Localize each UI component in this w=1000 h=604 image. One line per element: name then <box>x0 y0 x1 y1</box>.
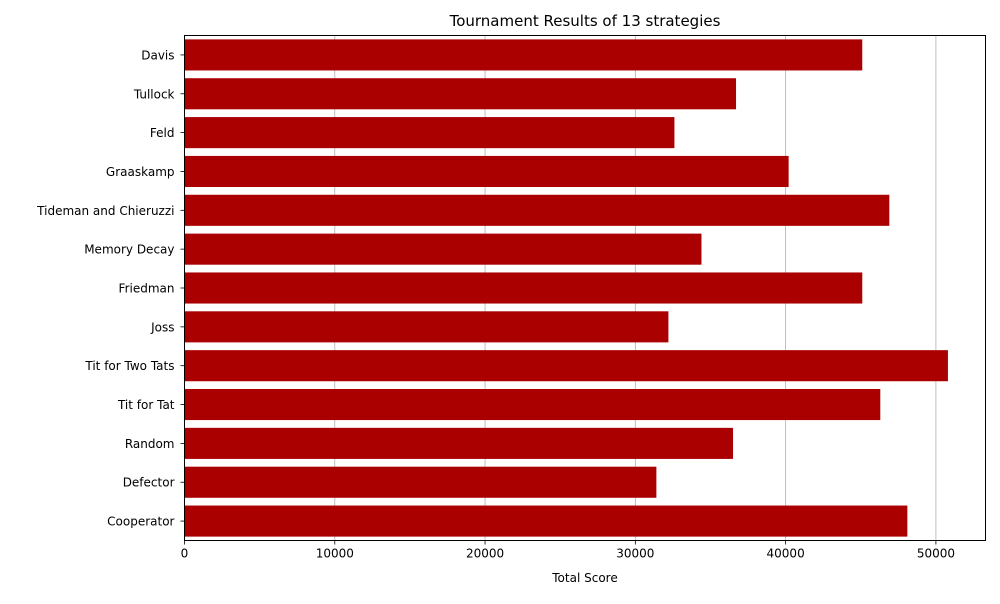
y-axis-ticks: Davis Tullock Feld Graaskamp Tideman and Chi… <box>36 48 185 529</box>
bar-tit-for-tat <box>184 389 881 421</box>
x-tick-label-1: 10000 <box>316 547 354 561</box>
x-tick-label-4: 40000 <box>767 547 805 561</box>
x-tick-label-3: 30000 <box>616 547 654 561</box>
bar-friedman <box>184 272 863 304</box>
y-tick-label-5: Memory Decay <box>84 243 174 257</box>
y-tick-label-2: Feld <box>150 126 175 140</box>
bar-graaskamp <box>184 155 789 187</box>
y-tick-label-8: Tit for Two Tats <box>84 359 174 373</box>
y-tick-label-10: Random <box>125 437 175 451</box>
x-tick-label-0: 0 <box>181 547 189 561</box>
bar-defector <box>184 466 657 498</box>
bar-tullock <box>184 78 737 110</box>
y-tick-label-0: Davis <box>141 48 174 62</box>
y-tick-label-3: Graaskamp <box>106 165 175 179</box>
x-axis-ticks: 0 10000 20000 30000 40000 50000 <box>181 540 955 561</box>
y-tick-label-7: Joss <box>150 320 174 334</box>
bar-tideman-and-chieruzzi <box>184 194 890 226</box>
bar-joss <box>184 311 669 343</box>
bar-cooperator <box>184 505 908 537</box>
bar-davis <box>184 39 863 71</box>
x-tick-label-5: 50000 <box>917 547 955 561</box>
y-tick-label-1: Tullock <box>133 87 175 101</box>
y-tick-label-4: Tideman and Chieruzzi <box>36 204 174 218</box>
y-tick-label-9: Tit for Tat <box>117 398 175 412</box>
bars <box>184 39 948 537</box>
bar-tit-for-two-tats <box>184 350 948 382</box>
y-tick-label-12: Cooperator <box>107 515 174 529</box>
y-tick-label-11: Defector <box>123 476 175 490</box>
y-tick-label-6: Friedman <box>119 282 175 296</box>
bar-memory-decay <box>184 233 702 265</box>
chart-title: Tournament Results of 13 strategies <box>449 12 721 30</box>
bar-random <box>184 427 734 459</box>
x-tick-label-2: 20000 <box>466 547 504 561</box>
bar-feld <box>184 117 675 149</box>
x-axis-label: Total Score <box>551 571 617 585</box>
